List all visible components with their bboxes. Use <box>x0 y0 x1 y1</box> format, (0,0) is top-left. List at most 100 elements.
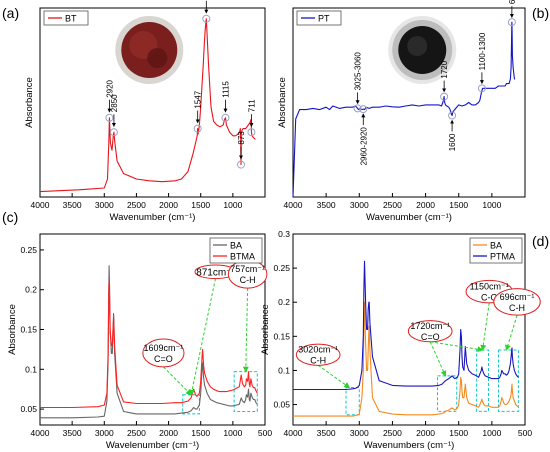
y-tick-label: 0.1 <box>25 364 37 374</box>
y-tick-label: 0.05 <box>20 404 37 414</box>
legend-box <box>43 10 89 26</box>
x-tick-label: 1500 <box>191 428 210 438</box>
callout-text: C=O <box>154 354 173 364</box>
callout-text: C-O <box>481 293 498 303</box>
callout-text: 1609cm⁻¹ <box>144 343 184 353</box>
peak-marker <box>507 18 516 27</box>
callout-arrow <box>480 302 490 351</box>
series-line-ba <box>40 265 258 419</box>
x-axis-label: Wavelenumber (cm⁻¹) <box>106 440 199 451</box>
panel-letter: (a) <box>2 5 19 21</box>
x-tick-label: 2500 <box>383 428 402 438</box>
y-tick-label: 0.1 <box>278 365 290 375</box>
x-tick-label: 2000 <box>416 200 435 210</box>
peak-label: 711 <box>247 99 256 112</box>
x-tick-label: 2500 <box>127 200 146 210</box>
x-tick-label: 2000 <box>416 428 435 438</box>
panel-letter: (b) <box>532 5 549 21</box>
highlight-box <box>497 349 519 412</box>
callout-text: 696cm⁻¹ <box>500 292 535 302</box>
series-line-ba <box>293 301 519 417</box>
x-tick-label: 3000 <box>95 428 114 438</box>
series-line-bt <box>39 18 256 193</box>
plot-frame <box>292 7 526 198</box>
sample-photo-red-powder <box>147 48 168 68</box>
peak-label: 1115 <box>221 81 230 98</box>
panel-c: 4000 3500 3000 2500 2000 1500 1000 500 0.05 0.1 0.… <box>2 209 272 451</box>
panel-b: 4000 3500 3000 2500 2000 1500 1000 Wavenumber (… <box>277 0 549 223</box>
peak-label: 873 <box>237 131 246 145</box>
peak-label: 1720 <box>440 60 449 78</box>
y-tick-label: 0.25 <box>20 245 37 255</box>
peak-label: 1547 <box>194 90 203 108</box>
y-axis-label: Absorbance <box>7 304 18 355</box>
panel-a: 4000 3500 3000 2500 2000 1500 1000 Wavenumber (… <box>2 0 266 223</box>
x-axis-label: Wavenumbers (cm⁻¹) <box>364 440 455 451</box>
x-tick-label: 4000 <box>31 428 50 438</box>
callout-text: 1720cm⁻¹ <box>410 321 450 331</box>
legend-label: BT <box>65 14 77 24</box>
sample-photo-black-powder <box>407 36 428 56</box>
legend-box <box>296 10 342 26</box>
x-tick-label: 4000 <box>284 428 303 438</box>
x-tick-label: 3500 <box>317 428 336 438</box>
highlight-box <box>233 371 258 412</box>
x-tick-label: 2500 <box>383 200 402 210</box>
callout-arrow <box>430 341 484 353</box>
y-tick-label: 0.2 <box>25 285 37 295</box>
panel-letter: (c) <box>2 209 18 225</box>
plot-frame <box>292 233 526 426</box>
callout-ellipse <box>142 338 185 368</box>
peak-label: 2850 <box>110 94 119 112</box>
y-tick-label: 0.15 <box>20 325 37 335</box>
x-axis-label: Wavenumber (cm⁻¹) <box>366 212 452 223</box>
callout-text: 1150cm⁻¹ <box>470 282 509 292</box>
peak-label: 1100-1300 <box>478 32 487 70</box>
legend-label: BA <box>490 241 502 251</box>
legend-label: PTMA <box>490 252 515 262</box>
series-line-pt <box>292 21 516 198</box>
peak-marker <box>440 92 449 101</box>
x-tick-label: 500 <box>258 428 272 438</box>
callout-text: C-H <box>509 303 525 313</box>
callout-ellipse <box>493 288 541 316</box>
panel-d: 4000 3500 3000 2500 2000 1500 1000 500 0.05 0.1 0.… <box>260 229 549 451</box>
series-line-ptma <box>293 260 519 391</box>
callout-text: 757cm⁻¹ <box>230 264 265 274</box>
callout-ellipse <box>295 343 341 366</box>
x-tick-label: 1500 <box>449 200 468 210</box>
callout-text: 871cm⁻¹ <box>196 267 235 278</box>
legend-box <box>209 237 263 264</box>
callout-text: C-H <box>310 356 326 366</box>
x-tick-label: 4000 <box>284 200 303 210</box>
callout-arrow <box>505 315 518 351</box>
peak-marker <box>353 104 362 113</box>
y-tick-label: 0.05 <box>273 400 290 410</box>
x-tick-label: 3500 <box>317 200 336 210</box>
y-axis-label: Absorbance <box>277 77 288 128</box>
x-tick-label: 3000 <box>350 200 369 210</box>
peak-label: 2920 <box>105 79 114 97</box>
y-tick-label: 0.15 <box>273 331 290 341</box>
peak-marker <box>221 113 230 122</box>
peak-label: 2960-2920 <box>359 127 368 166</box>
x-tick-label: 1500 <box>191 200 210 210</box>
x-tick-label: 2000 <box>159 200 178 210</box>
callout-arrow <box>163 366 192 396</box>
x-tick-label: 4000 <box>31 200 50 210</box>
x-tick-label: 1000 <box>223 428 242 438</box>
peak-label: 3025-3060 <box>354 52 363 91</box>
peak-marker <box>202 14 211 23</box>
legend-box <box>469 237 523 264</box>
x-tick-label: 500 <box>518 428 532 438</box>
plot-frame <box>39 7 266 198</box>
legend-label: PT <box>318 14 330 24</box>
x-tick-label: 3000 <box>350 428 369 438</box>
x-tick-label: 2000 <box>159 428 178 438</box>
y-tick-label: 0.3 <box>278 229 290 239</box>
peak-marker <box>105 113 114 122</box>
y-tick-label: 0.2 <box>278 297 290 307</box>
x-tick-label: 3000 <box>95 200 114 210</box>
peak-marker <box>237 160 246 169</box>
